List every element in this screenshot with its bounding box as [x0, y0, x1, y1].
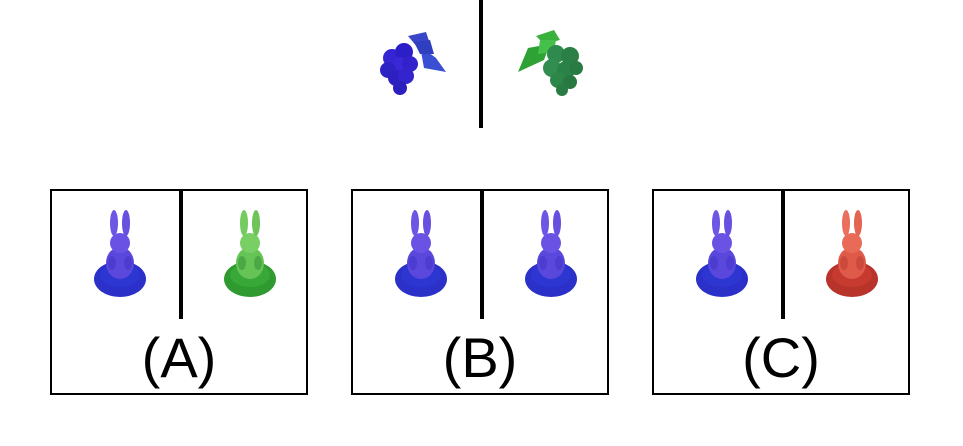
- bunny-blue-icon: [395, 210, 447, 297]
- option-b-box[interactable]: (B): [351, 189, 609, 395]
- option-a-label: (A): [141, 326, 217, 389]
- example-divider: [479, 0, 483, 128]
- option-c-label: (C): [742, 326, 820, 389]
- bunny-blue-icon: [525, 210, 577, 297]
- grapes-green-icon: [518, 30, 583, 96]
- option-a-divider: [179, 191, 183, 319]
- option-c-box[interactable]: (C): [652, 189, 910, 395]
- option-c-divider: [781, 191, 785, 319]
- bunny-green-icon: [224, 210, 276, 297]
- option-b-divider: [480, 191, 484, 319]
- bunny-blue-icon: [94, 210, 146, 297]
- bunny-blue-icon: [696, 210, 748, 297]
- option-b-label: (B): [442, 326, 518, 389]
- option-a-box[interactable]: (A): [50, 189, 308, 395]
- grapes-blue-icon: [380, 32, 446, 95]
- bunny-red-icon: [826, 210, 878, 297]
